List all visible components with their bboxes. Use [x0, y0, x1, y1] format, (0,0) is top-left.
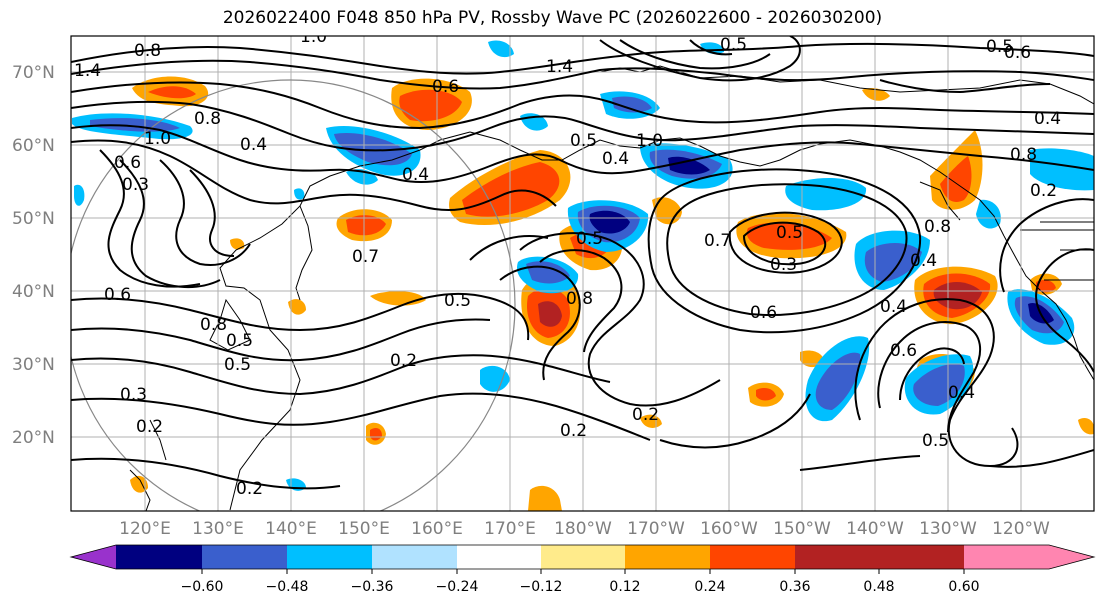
contour-label: 0.8 — [1010, 145, 1037, 165]
contour-label: 0.6 — [890, 341, 917, 361]
latitude-labels: 70°N 60°N 50°N 40°N 30°N 20°N — [12, 63, 55, 448]
contour-label: 0.8 — [134, 41, 161, 61]
colorbar-segment — [541, 545, 625, 569]
contour-label: 0.6 — [104, 285, 131, 305]
colorbar-tick-label: −0.36 — [351, 579, 394, 595]
contour-label: 1.4 — [546, 57, 573, 77]
lon-label: 160°W — [700, 519, 758, 539]
colorbar-segment — [457, 545, 541, 569]
lat-label: 30°N — [12, 355, 55, 375]
lon-label: 150°W — [773, 519, 831, 539]
contour-labels: 1.4 0.8 1.0 0.6 1.4 0.8 1.0 0.4 0.4 0.5 … — [74, 27, 1061, 499]
contour-label: 0.6 — [432, 77, 459, 97]
contour-label: 0.3 — [120, 385, 147, 405]
contour-label: 0.4 — [602, 149, 629, 169]
colorbar-tick-labels: −0.60 −0.48 −0.36 −0.24 −0.12 0.12 0.24 … — [181, 579, 980, 595]
colorbar-tick-label: 0.48 — [863, 579, 894, 595]
contour-label: 0.5 — [224, 355, 251, 375]
contour-label: 0.5 — [226, 331, 253, 351]
colorbar-tick-label: 0.36 — [779, 579, 810, 595]
colorbar-segment — [116, 545, 202, 569]
longitude-labels: 120°E 130°E 140°E 150°E 160°E 170°E 180°… — [119, 519, 1050, 539]
contour-label: 1.0 — [300, 27, 327, 47]
contour-label: 0.4 — [910, 251, 937, 271]
colorbar-outline — [69, 544, 1096, 570]
contour-label: 0.7 — [352, 247, 379, 267]
colorbar-tick-label: −0.12 — [520, 579, 563, 595]
colorbar-tick-label: −0.60 — [181, 579, 224, 595]
contour-label: 0.6 — [750, 303, 777, 323]
lon-label: 130°E — [192, 519, 244, 539]
colorbar-tick-label: −0.48 — [266, 579, 309, 595]
lat-label: 60°N — [12, 136, 55, 156]
map-border — [70, 35, 1095, 512]
contour-label: 0.5 — [570, 131, 597, 151]
colorbar-segment — [964, 545, 1049, 569]
contour-label: 0.4 — [1034, 109, 1061, 129]
contour-label: 0.8 — [924, 217, 951, 237]
contour-label: 1.0 — [636, 131, 663, 151]
lat-label: 40°N — [12, 282, 55, 302]
contour-label: 0.6 — [114, 153, 141, 173]
lon-label: 180°W — [554, 519, 612, 539]
contour-label: 0.4 — [240, 135, 267, 155]
contour-label: 0.5 — [922, 431, 949, 451]
colorbar-tick-label: 0.60 — [948, 579, 979, 595]
colorbar-segment — [287, 545, 372, 569]
lon-label: 120°W — [992, 519, 1050, 539]
lon-label: 140°W — [846, 519, 904, 539]
contour-label: 0.5 — [776, 223, 803, 243]
contour-label: 0.6 — [1004, 43, 1031, 63]
contour-label: 0.3 — [122, 175, 149, 195]
lon-label: 170°W — [627, 519, 685, 539]
contour-label: 0.4 — [880, 297, 907, 317]
figure-title: 2026022400 F048 850 hPa PV, Rossby Wave … — [222, 8, 883, 28]
colorbar-tick-label: −0.24 — [436, 579, 479, 595]
colorbar-segment — [795, 545, 879, 569]
contour-label: 0.2 — [390, 351, 417, 371]
colorbar-extend-high — [1049, 545, 1094, 569]
lon-label: 170°E — [484, 519, 536, 539]
contour-label: 0.4 — [402, 165, 429, 185]
lon-label: 160°E — [411, 519, 463, 539]
colorbar-tick-label: 0.24 — [694, 579, 725, 595]
lat-label: 70°N — [12, 63, 55, 83]
colorbar-tick-marks — [201, 569, 965, 574]
colorbar-segment — [202, 545, 287, 569]
contour-label: 1.0 — [144, 129, 171, 149]
lon-label: 150°E — [338, 519, 390, 539]
contour-label: 0.5 — [720, 35, 747, 55]
lat-label: 50°N — [12, 209, 55, 229]
lon-label: 130°W — [919, 519, 977, 539]
colorbar-extend-low — [71, 545, 116, 569]
contour-label: 0.7 — [704, 231, 731, 251]
range-circle — [71, 79, 516, 511]
colorbar-segment — [710, 545, 795, 569]
colorbar-segment — [372, 545, 457, 569]
contour-label: 0.2 — [560, 421, 587, 441]
contour-label: 0.2 — [236, 479, 263, 499]
colorbar-tick-label: 0.12 — [609, 579, 640, 595]
contour-label: 0.5 — [986, 37, 1013, 57]
contour-label: 0.3 — [770, 255, 797, 275]
lat-label: 20°N — [12, 428, 55, 448]
contour-label: 1.4 — [74, 61, 101, 81]
lon-label: 120°E — [119, 519, 171, 539]
colorbar-segment — [879, 545, 964, 569]
contour-label: 0.5 — [576, 229, 603, 249]
contour-label: 0.2 — [136, 417, 163, 437]
contour-label: 0.8 — [194, 109, 221, 129]
contour-label: 0.2 — [1030, 181, 1057, 201]
lon-label: 140°E — [265, 519, 317, 539]
contour-label: 0.8 — [200, 315, 227, 335]
contour-label: 0.2 — [632, 405, 659, 425]
pv-contours — [71, 36, 1094, 490]
contour-label: 0.8 — [566, 289, 593, 309]
colorbar-segment — [625, 545, 710, 569]
contour-label: 0.4 — [948, 383, 975, 403]
colorbar: −0.60 −0.48 −0.36 −0.24 −0.12 0.12 0.24 … — [69, 544, 1096, 595]
contour-label: 0.5 — [444, 291, 471, 311]
map-content: 1.4 0.8 1.0 0.6 1.4 0.8 1.0 0.4 0.4 0.5 … — [71, 27, 1094, 511]
